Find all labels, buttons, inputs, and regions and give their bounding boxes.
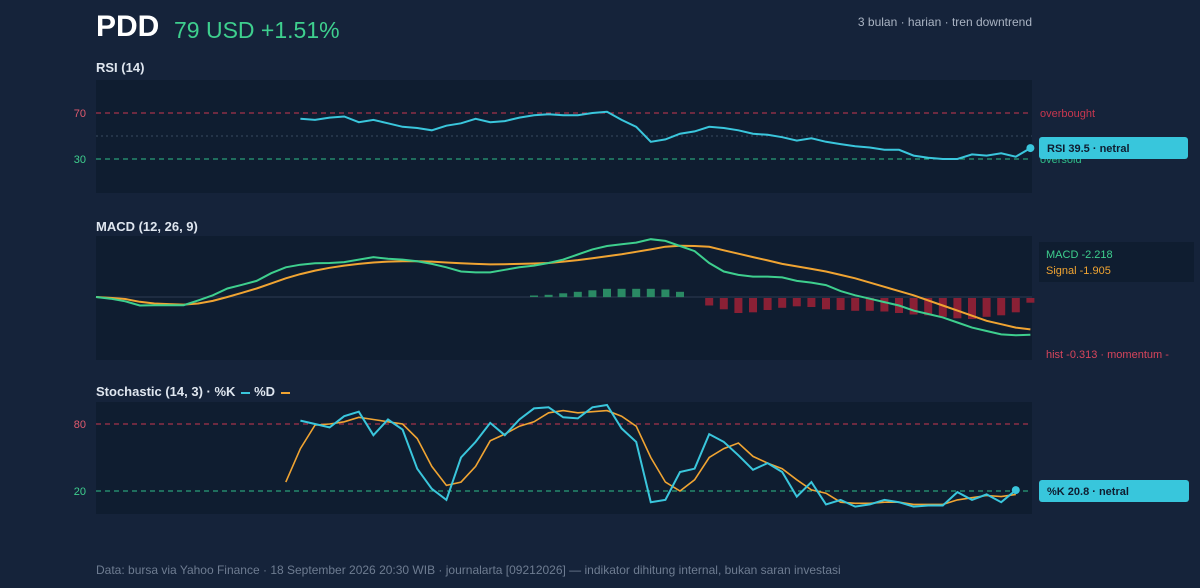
stoch-tick-80: 80 — [74, 419, 86, 431]
rsi-badge-bg — [1039, 137, 1188, 159]
stoch-badge: %K 20.8 · netral — [1047, 486, 1129, 498]
macd-title: MACD (12, 26, 9) — [96, 219, 198, 234]
ticker-symbol: PDD — [96, 10, 160, 43]
stoch-title: Stochastic (14, 3) · %K %D — [96, 384, 290, 399]
histogram-bar — [880, 298, 889, 312]
histogram-bar — [734, 298, 743, 313]
histogram-bar — [822, 298, 830, 310]
histogram-bar — [661, 289, 670, 297]
histogram-bar — [909, 298, 918, 315]
k-legend-label: %K — [214, 384, 236, 399]
histogram-bar — [792, 298, 801, 307]
histogram-bar — [749, 298, 757, 313]
histogram-bar — [719, 298, 728, 310]
histogram-bar — [676, 291, 684, 298]
footer-disclaimer: Data: bursa via Yahoo Finance · 18 Septe… — [96, 563, 841, 577]
macd-value: MACD -2.218 — [1046, 249, 1113, 261]
histogram-bar — [559, 293, 568, 298]
stoch-k-last-point — [1011, 486, 1020, 495]
histogram-bar — [646, 288, 655, 298]
stoch-k-line — [300, 403, 1017, 508]
histogram-bar — [632, 288, 641, 298]
histogram-bar — [530, 295, 538, 297]
rsi-panel: 70 30 overbought oversold RSI 39.5 · net… — [74, 80, 1188, 193]
stoch-tick-20: 20 — [74, 486, 86, 498]
histogram-bar — [588, 290, 597, 298]
histogram-bar — [544, 294, 553, 298]
stoch-panel: 80 20 %K 20.8 · netral — [74, 402, 1189, 514]
timeframe-meta: 3 bulan · harian · tren downtrend — [857, 15, 1032, 29]
histogram-bar — [851, 298, 860, 311]
rsi-last-point — [1026, 144, 1035, 153]
signal-series-line — [95, 244, 1031, 331]
k-legend-swatch — [241, 391, 251, 394]
rsi-tick-70: 70 — [74, 108, 86, 120]
histogram-bar — [705, 298, 714, 306]
macd-histogram — [530, 288, 1035, 319]
rsi-badge: RSI 39.5 · netral — [1047, 143, 1130, 155]
d-legend-label: %D — [254, 384, 276, 399]
histogram-bar — [924, 298, 933, 316]
d-legend-swatch — [280, 391, 290, 394]
macd-values-box — [1039, 242, 1194, 282]
overbought-label: overbought — [1040, 108, 1095, 120]
histogram-bar — [997, 298, 1006, 316]
histogram-bar — [982, 298, 991, 317]
histogram-bar — [617, 288, 626, 298]
stoch-plot-area — [96, 402, 1032, 514]
stoch-badge-bg — [1039, 480, 1189, 502]
macd-plot-area — [96, 236, 1032, 360]
stoch-title-text: Stochastic (14, 3) · — [96, 384, 215, 399]
histogram-bar — [968, 298, 976, 319]
rsi-tick-30: 30 — [74, 154, 86, 166]
rsi-series-line — [300, 110, 1031, 160]
histogram-bar — [1011, 298, 1020, 313]
histogram-bar — [763, 298, 772, 310]
histogram-bar — [778, 298, 787, 308]
histogram-bar — [573, 291, 582, 298]
macd-series-line — [95, 238, 1031, 337]
macd-panel: MACD -2.218 Signal -1.905 hist -0.313 · … — [95, 236, 1194, 361]
histogram-bar — [836, 298, 845, 310]
histogram-bar — [953, 298, 962, 319]
histogram-bar — [938, 298, 947, 317]
histogram-bar — [865, 298, 874, 311]
histogram-bar — [1026, 298, 1035, 303]
rsi-title: RSI (14) — [96, 60, 145, 75]
signal-value: Signal -1.905 — [1046, 265, 1111, 277]
hist-label: hist -0.313 · momentum - — [1046, 349, 1169, 361]
histogram-bar — [603, 288, 611, 298]
price-change: 79 USD +1.51% — [174, 17, 340, 43]
histogram-bar — [807, 298, 816, 307]
